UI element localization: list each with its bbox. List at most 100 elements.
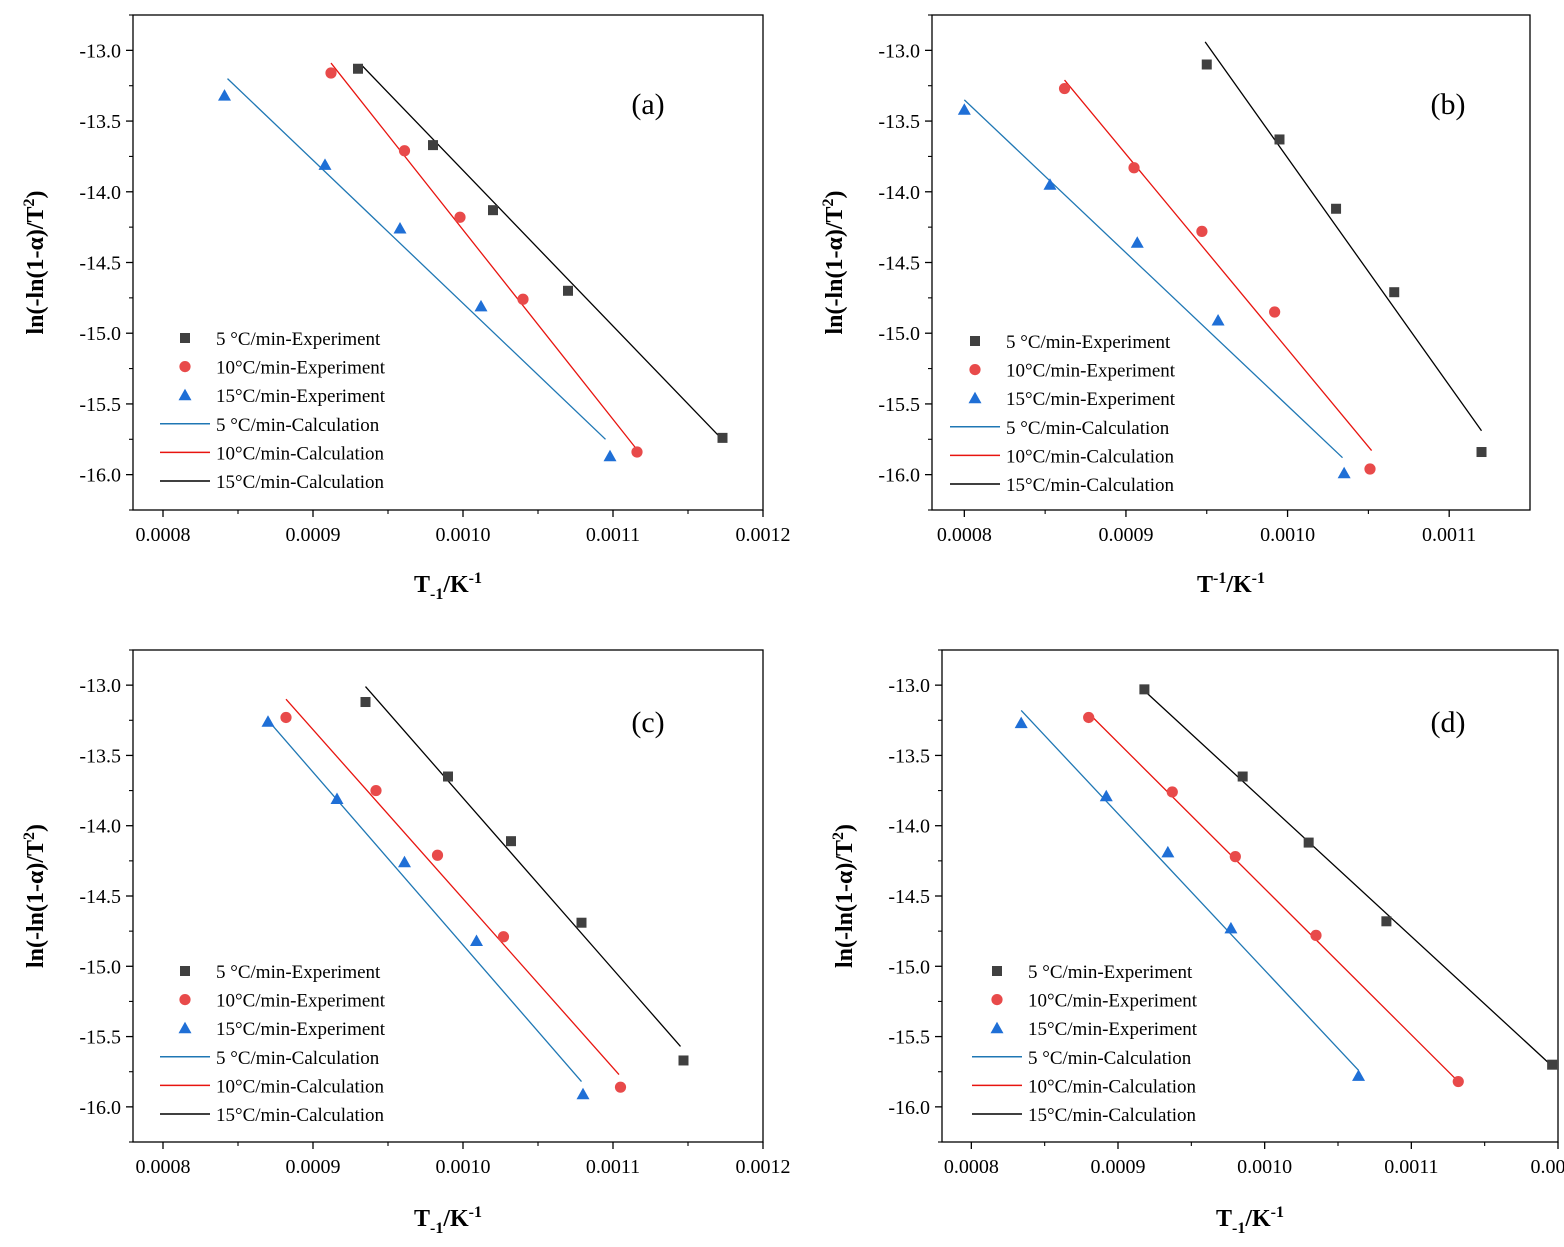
y-tick-label: -16.0 (79, 465, 121, 487)
data-point (443, 771, 453, 782)
x-tick-label: 0.0008 (136, 1156, 191, 1178)
chart-panel-3: 0.0008 0.0009 0.0010 0.0011 0.0012 -13.0 -13.5… (21, 649, 791, 1237)
fit-line (1064, 79, 1373, 452)
legend-marker (992, 966, 1002, 976)
legend-marker (970, 336, 980, 346)
data-point (506, 836, 516, 847)
x-axis-title: T-1/K-1 (1216, 1204, 1284, 1237)
data-point (1130, 236, 1144, 248)
x-tick-label: 0.0009 (1091, 1156, 1146, 1178)
data-point (1476, 447, 1487, 458)
y-axis-title: ln(-ln(1-α)/T2) (820, 190, 848, 334)
y-axis-title: ln(-ln(1-α)/T2) (830, 824, 858, 968)
legend-label: 5 °C/min-Experiment (216, 329, 381, 350)
y-tick-label: -13.0 (888, 675, 930, 697)
legend-label: 10°C/min-Experiment (216, 358, 386, 379)
data-point (1352, 1069, 1366, 1081)
data-point (1139, 684, 1150, 695)
x-axis-title: T-1/K-1 (1197, 570, 1265, 598)
data-point (1452, 1075, 1464, 1088)
data-point (1269, 306, 1281, 318)
data-point (1196, 225, 1208, 237)
legend-label: 15°C/min-Experiment (216, 1019, 386, 1040)
x-tick-label: 0.0008 (136, 524, 191, 546)
y-tick-label: -13.5 (888, 745, 930, 767)
x-tick-label: 0.0009 (286, 1156, 341, 1178)
chart-panel-4: 0.0008 0.0009 0.0010 0.0011 0.0012 -13.0 -13.5… (830, 649, 1564, 1237)
y-tick-label: -15.0 (878, 323, 920, 345)
data-point (454, 211, 466, 223)
data-point (431, 849, 444, 861)
data-point (1381, 916, 1392, 927)
data-point (576, 1087, 590, 1100)
x-axis-title: T-1/K-1 (414, 570, 482, 603)
data-point (1337, 466, 1351, 479)
data-point (1274, 134, 1285, 145)
data-point (1364, 463, 1376, 475)
y-tick-label: -15.5 (79, 394, 121, 416)
legend-marker (180, 966, 190, 976)
legend: 5 °C/min-Experiment 10°C/min-Experiment 15… (160, 962, 386, 1126)
y-tick-label: -15.0 (888, 956, 930, 978)
fit-line (330, 62, 637, 449)
legend-label: 15°C/min-Calculation (1028, 1105, 1197, 1126)
chart-panel-2: 0.0008 0.0009 0.0010 0.0011 -13.0 -13.5 -14.0 -… (820, 14, 1531, 598)
y-axis-title: ln(-ln(1-α)/T2) (21, 824, 49, 968)
y-axis-title: ln(-ln(1-α)/T2) (21, 190, 49, 334)
y-tick-label: -13.5 (878, 111, 920, 133)
panel-label: (d) (1431, 706, 1466, 739)
legend-label: 5 °C/min-Calculation (1006, 418, 1170, 439)
data-point (1201, 59, 1212, 70)
legend-label: 10°C/min-Experiment (1028, 991, 1198, 1012)
data-point (370, 784, 382, 797)
y-tick-label: -13.0 (79, 40, 121, 62)
legend-marker (968, 391, 982, 404)
fit-line (1020, 710, 1360, 1071)
data-point (261, 715, 275, 727)
legend-label: 10°C/min-Calculation (1006, 446, 1175, 467)
panel-label: (c) (631, 706, 664, 739)
y-tick-label: -13.0 (878, 40, 920, 62)
data-point (1389, 287, 1400, 298)
y-tick-label: -14.5 (878, 253, 920, 275)
data-point (1128, 162, 1140, 174)
y-tick-label: -15.0 (79, 323, 121, 345)
legend-label: 5 °C/min-Calculation (216, 1048, 380, 1069)
y-tick-label: -16.0 (878, 465, 920, 487)
legend-marker (990, 1021, 1004, 1034)
x-tick-label: 0.0012 (736, 524, 791, 546)
data-point (1310, 929, 1322, 941)
legend-marker (179, 994, 191, 1006)
y-tick-label: -14.0 (79, 816, 121, 838)
y-tick-label: -15.5 (888, 1027, 930, 1049)
x-tick-label: 0.0010 (1237, 1156, 1292, 1178)
panel-label: (a) (631, 88, 664, 121)
legend-label: 10°C/min-Experiment (1006, 361, 1176, 382)
legend-label: 15°C/min-Experiment (216, 386, 386, 407)
legend-label: 15°C/min-Experiment (1006, 389, 1176, 410)
data-point (360, 697, 371, 708)
legend-marker (178, 388, 192, 401)
x-tick-label: 0.0010 (436, 524, 491, 546)
data-point (563, 285, 573, 296)
y-tick-label: -14.5 (79, 253, 121, 275)
data-point (1161, 845, 1175, 858)
data-point (1224, 921, 1238, 934)
data-point (1043, 178, 1057, 190)
data-point (488, 205, 498, 216)
panel-label: (b) (1431, 88, 1466, 121)
x-tick-label: 0.0010 (436, 1156, 491, 1178)
legend: 5 °C/min-Experiment 10°C/min-Experiment 15… (160, 329, 386, 493)
y-tick-label: -13.0 (79, 675, 121, 697)
data-point (1547, 1059, 1558, 1070)
x-axis-title: T-1/K-1 (414, 1204, 482, 1237)
legend-label: 15°C/min-Calculation (216, 1105, 385, 1126)
data-point (1303, 837, 1314, 848)
data-point (474, 299, 488, 312)
fit-line (365, 686, 681, 1047)
data-point (1083, 711, 1095, 724)
y-tick-label: -13.5 (79, 745, 121, 767)
y-tick-label: -16.0 (79, 1097, 121, 1119)
data-point (497, 931, 510, 943)
legend-marker (180, 333, 190, 343)
